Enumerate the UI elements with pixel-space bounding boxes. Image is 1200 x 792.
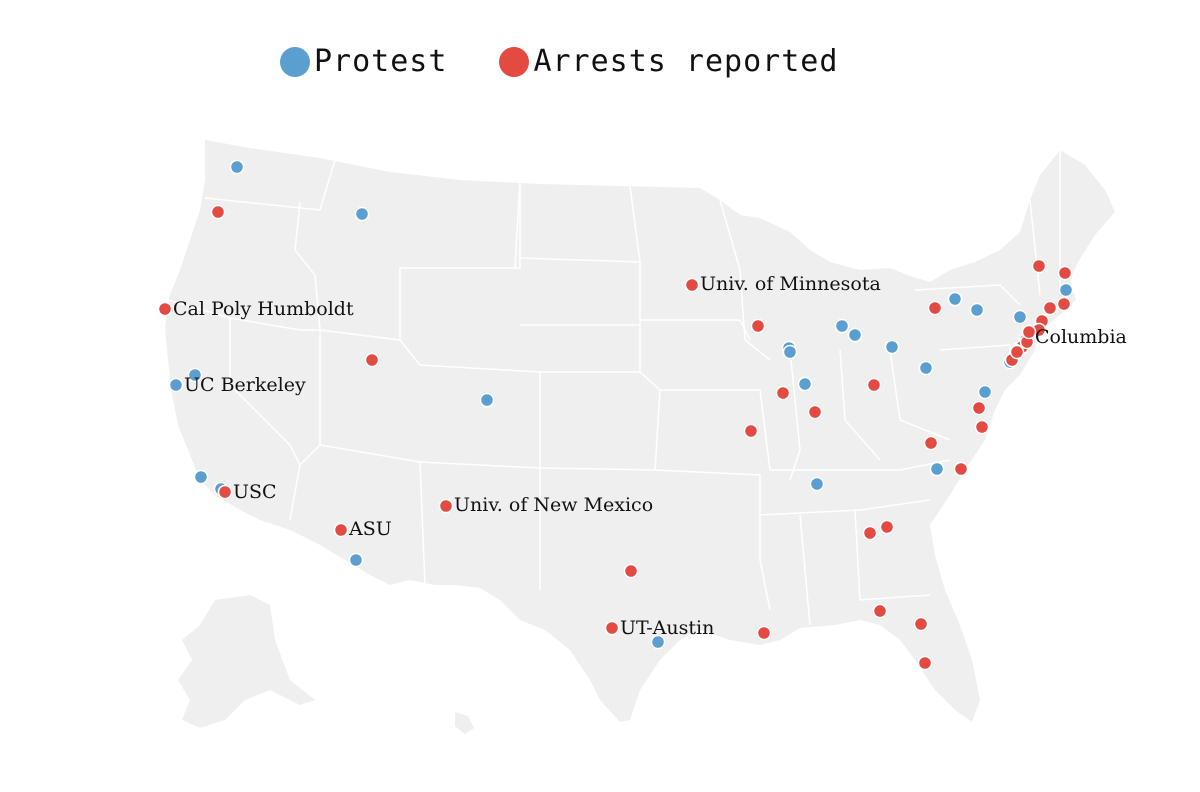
- labeled-site-marker: [217, 484, 233, 500]
- site-label: Columbia: [1035, 326, 1127, 348]
- arrests-marker: [1031, 258, 1047, 274]
- legend: Protest Arrests reported: [280, 44, 890, 79]
- state-borders: [167, 150, 1061, 626]
- site-label: Univ. of New Mexico: [454, 494, 653, 516]
- protest-marker: [847, 327, 863, 343]
- labeled-site-marker: [157, 301, 173, 317]
- labeled-site-marker: [168, 377, 184, 393]
- site-labels: Univ. of Minnesota Cal Poly Humboldt Colum…: [173, 273, 1127, 639]
- arrests-marker: [1056, 296, 1072, 312]
- protest-marker: [650, 634, 666, 650]
- labeled-site-marker: [684, 277, 700, 293]
- site-markers: [157, 159, 1074, 671]
- arrests-marker: [743, 423, 759, 439]
- labeled-site-marker: [333, 522, 349, 538]
- site-label: Univ. of Minnesota: [700, 273, 881, 295]
- protest-marker: [348, 552, 364, 568]
- protest-marker: [1012, 309, 1028, 325]
- land-layer: [165, 140, 1115, 734]
- arrests-marker: [756, 625, 772, 641]
- site-label: USC: [233, 481, 277, 503]
- legend-protest-label: Protest: [314, 44, 448, 79]
- protest-marker: [977, 384, 993, 400]
- arrests-marker: [775, 385, 791, 401]
- arrests-marker: [879, 519, 895, 535]
- site-label: ASU: [348, 518, 392, 540]
- protest-marker: [782, 344, 798, 360]
- protest-marker: [354, 206, 370, 222]
- arrests-marker: [953, 461, 969, 477]
- alaska-land: [178, 595, 315, 728]
- protest-marker: [947, 291, 963, 307]
- protest-marker: [797, 376, 813, 392]
- arrests-marker: [872, 603, 888, 619]
- arrests-marker: [1009, 344, 1025, 360]
- labeled-site-marker: [604, 620, 620, 636]
- protest-marker: [229, 159, 245, 175]
- site-label: Cal Poly Humboldt: [173, 298, 354, 320]
- protest-marker: [479, 392, 495, 408]
- arrests-marker: [974, 419, 990, 435]
- legend-item-arrests: Arrests reported: [499, 44, 838, 79]
- arrests-marker: [623, 563, 639, 579]
- protest-marker: [884, 339, 900, 355]
- arrests-marker: [750, 318, 766, 334]
- arrests-marker: [210, 204, 226, 220]
- arrests-marker: [913, 616, 929, 632]
- site-label: UC Berkeley: [184, 374, 306, 396]
- arrests-marker: [917, 655, 933, 671]
- arrests-marker: [1057, 265, 1073, 281]
- protest-marker: [187, 367, 203, 383]
- arrests-marker: [862, 525, 878, 541]
- hawaii-land: [455, 712, 474, 734]
- contiguous-us-land: [165, 140, 1115, 722]
- protest-marker: [969, 302, 985, 318]
- arrests-marker: [364, 352, 380, 368]
- protest-marker: [834, 318, 850, 334]
- site-label: UT-Austin: [620, 617, 714, 639]
- arrests-marker: [923, 435, 939, 451]
- legend-arrests-label: Arrests reported: [533, 44, 839, 79]
- protest-marker: [193, 469, 209, 485]
- arrests-marker: [971, 400, 987, 416]
- protest-marker: [918, 360, 934, 376]
- arrests-marker: [866, 377, 882, 393]
- protest-marker: [809, 476, 825, 492]
- legend-protest-dot-icon: [280, 46, 310, 77]
- labeled-site-marker: [1021, 324, 1037, 340]
- arrests-marker: [1042, 300, 1058, 316]
- legend-item-protest: Protest: [280, 44, 447, 79]
- protest-marker: [1058, 282, 1074, 298]
- legend-arrests-dot-icon: [499, 46, 530, 77]
- arrests-marker: [927, 300, 943, 316]
- protest-marker: [929, 461, 945, 477]
- arrests-marker: [807, 404, 823, 420]
- labeled-site-marker: [438, 498, 454, 514]
